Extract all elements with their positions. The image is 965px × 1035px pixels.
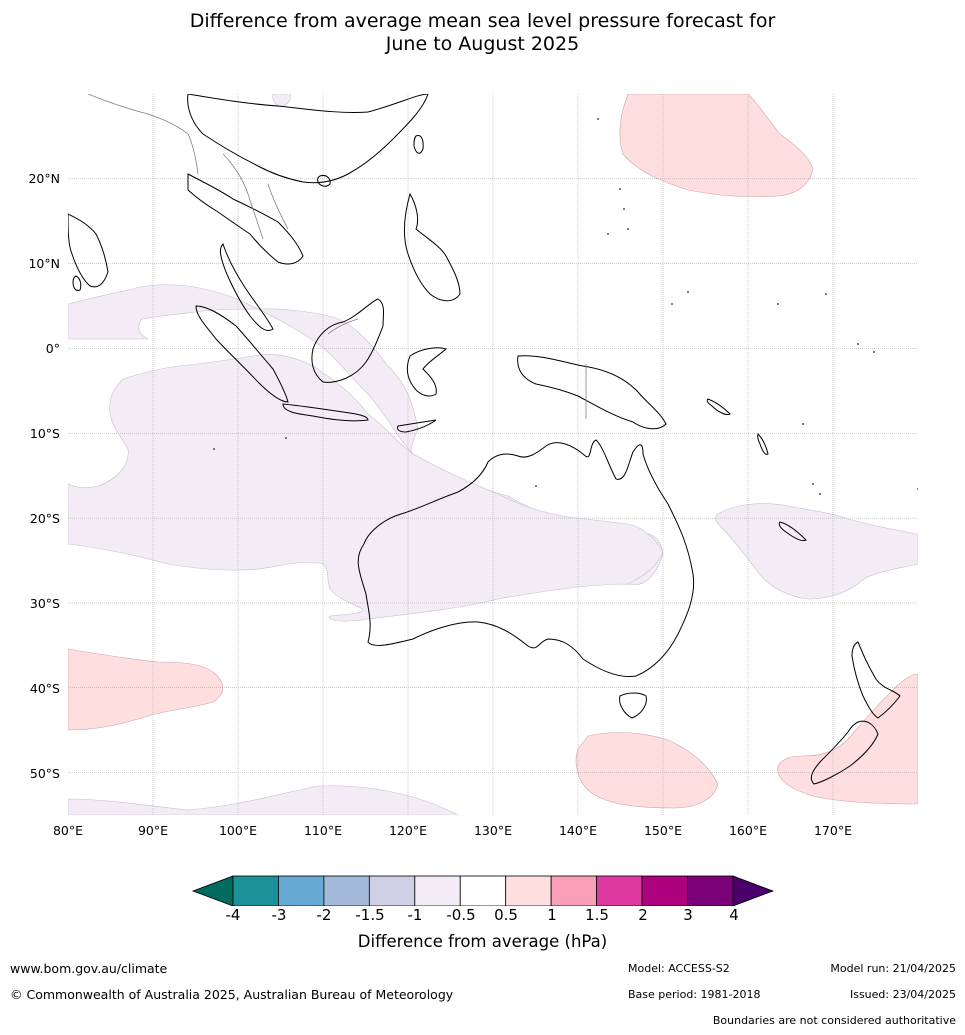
java-coast	[282, 403, 369, 422]
lat-label-30s: 30°S	[29, 596, 60, 611]
map-canvas	[68, 94, 918, 815]
lat-label-10n: 10°N	[28, 256, 60, 271]
south-island-nz-coast	[810, 720, 879, 785]
tasmania-coast	[619, 692, 647, 719]
colorbar-segment	[641, 875, 688, 906]
anomaly-region-coral-sea	[715, 503, 918, 600]
colorbar-tick: 2	[638, 906, 648, 924]
graticule	[68, 94, 918, 815]
vanuatu-coast	[757, 433, 769, 455]
chart-title: Difference from average mean sea level p…	[0, 10, 965, 56]
colorbar-segment	[687, 875, 734, 906]
anomaly-negative-regions	[68, 94, 918, 815]
australia-coast	[357, 439, 695, 678]
colorbar-segment	[596, 875, 643, 906]
colorbar-tick: 0.5	[494, 906, 518, 924]
hainan-coast	[317, 175, 331, 187]
solomon-islands-coast	[706, 398, 731, 415]
lon-label-90e: 90°E	[137, 823, 169, 838]
lat-label-40s: 40°S	[29, 681, 60, 696]
lon-label-140e: 140°E	[558, 823, 597, 838]
colorbar-tick: -4	[225, 906, 241, 924]
philippines-coast	[404, 192, 461, 302]
colorbar-extend-high	[732, 875, 775, 906]
lat-label-20s: 20°S	[29, 511, 60, 526]
model-name: Model: ACCESS-S2	[628, 962, 730, 975]
malay-peninsula-coast	[219, 243, 274, 331]
new-caledonia-coast	[778, 521, 807, 541]
lon-label-150e: 150°E	[643, 823, 682, 838]
colorbar	[191, 875, 775, 906]
small-islands	[213, 118, 918, 495]
colorbar-segment	[278, 875, 325, 906]
lon-label-110e: 110°E	[303, 823, 342, 838]
lon-label-100e: 100°E	[218, 823, 257, 838]
colorbar-segment	[459, 875, 507, 906]
map-panel	[68, 94, 918, 815]
lon-label-160e: 160°E	[728, 823, 767, 838]
colorbar-segment	[323, 875, 370, 906]
anomaly-region-south-tasmania	[575, 732, 719, 809]
india-coast	[68, 213, 109, 288]
north-island-nz-coast	[851, 641, 901, 719]
china-coast	[187, 94, 429, 184]
colorbar-label: Difference from average (hPa)	[357, 932, 608, 951]
lon-label-80e: 80°E	[52, 823, 84, 838]
colorbar-tick: -2	[316, 906, 332, 924]
borneo-coast	[311, 298, 385, 383]
title-line-2: June to August 2025	[385, 33, 580, 55]
copyright-notice: © Commonwealth of Australia 2025, Austra…	[10, 987, 454, 1002]
colorbar-tick: -1	[407, 906, 423, 924]
anomaly-region-north-pacific	[619, 94, 814, 198]
colorbar-tick: 3	[683, 906, 693, 924]
sri-lanka-coast	[72, 275, 82, 291]
coastlines	[68, 94, 901, 785]
lon-label-130e: 130°E	[473, 823, 512, 838]
new-guinea-coast	[517, 355, 667, 430]
timor-coast	[397, 419, 437, 433]
colorbar-tick: -3	[271, 906, 287, 924]
title-line-1: Difference from average mean sea level p…	[189, 10, 776, 32]
boundaries-disclaimer: Boundaries are not considered authoritat…	[712, 1014, 956, 1027]
indochina-coast	[187, 173, 304, 265]
colorbar-tick: 1.5	[585, 906, 609, 924]
lon-label-170e: 170°E	[813, 823, 852, 838]
lat-label-equator: 0°	[45, 341, 60, 356]
colorbar-segment	[505, 875, 552, 906]
colorbar-extend-low	[191, 875, 234, 906]
colorbar-segment	[550, 875, 597, 906]
anomaly-region-small-north	[272, 94, 291, 107]
colorbar-segment	[368, 875, 416, 906]
colorbar-segment	[414, 875, 461, 906]
colorbar-segment	[232, 875, 279, 906]
lat-label-10s: 10°S	[29, 426, 60, 441]
model-run: Model run: 21/04/2025	[830, 962, 956, 975]
anomaly-region-southwest	[68, 648, 224, 731]
issued-date: Issued: 23/04/2025	[849, 988, 956, 1001]
taiwan-coast	[413, 135, 424, 154]
lat-label-20n: 20°N	[28, 171, 60, 186]
colorbar-segments	[191, 875, 775, 906]
website-link[interactable]: www.bom.gov.au/climate	[10, 961, 168, 976]
colorbar-tick: -1.5	[355, 906, 385, 924]
base-period: Base period: 1981-2018	[628, 988, 761, 1001]
colorbar-tick: 1	[547, 906, 557, 924]
anomaly-region-south-indian	[68, 785, 459, 815]
lon-label-120e: 120°E	[388, 823, 427, 838]
colorbar-tick: 4	[729, 906, 739, 924]
colorbar-tick: -0.5	[446, 906, 476, 924]
sumatra-coast	[195, 305, 289, 403]
country-borders	[87, 94, 587, 419]
anomaly-region-central-west	[68, 354, 664, 622]
lat-label-50s: 50°S	[29, 766, 60, 781]
sulawesi-coast	[406, 347, 448, 397]
